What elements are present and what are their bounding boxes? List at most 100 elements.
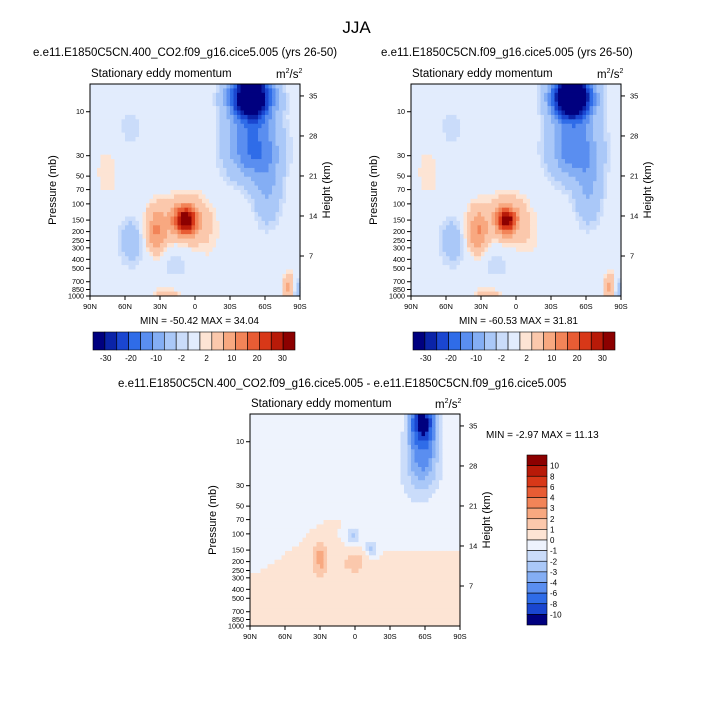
heatmap-cell: [188, 234, 193, 240]
heatmap-cell: [219, 137, 224, 143]
heatmap-cell: [275, 172, 280, 178]
heatmap-cell: [505, 123, 510, 129]
heatmap-cell: [554, 163, 559, 169]
heatmap-cell: [596, 203, 601, 209]
heatmap-cell: [265, 106, 270, 112]
heatmap-cell: [428, 225, 433, 231]
heatmap-cell: [481, 194, 486, 200]
heatmap-cell: [177, 273, 182, 279]
heatmap-cell: [132, 101, 137, 107]
heatmap-cell: [418, 229, 423, 235]
heatmap-cell: [488, 88, 493, 94]
heatmap-cell: [474, 198, 479, 204]
heatmap-cell: [449, 84, 454, 90]
heatmap-cell: [610, 216, 615, 222]
heatmap-cell: [216, 287, 221, 293]
heatmap-cell: [586, 181, 591, 187]
heatmap-cell: [233, 150, 238, 156]
heatmap-cell: [247, 88, 252, 94]
heatmap-cell: [470, 88, 475, 94]
heatmap-cell: [258, 176, 263, 182]
heatmap-cell: [600, 176, 605, 182]
heatmap-cell: [428, 84, 433, 90]
heatmap-cell: [209, 176, 214, 182]
heatmap-cell: [607, 97, 612, 103]
heatmap-cell: [282, 216, 287, 222]
heatmap-cell: [149, 229, 154, 235]
heatmap-cell: [561, 114, 566, 120]
heatmap-cell: [209, 229, 214, 235]
heatmap-cell: [411, 172, 416, 178]
heatmap-cell: [125, 159, 130, 165]
heatmap-cell: [575, 97, 580, 103]
heatmap-cell: [593, 150, 598, 156]
heatmap-cell: [100, 207, 105, 213]
heatmap-cell: [289, 225, 294, 231]
heatmap-cell: [212, 154, 217, 160]
heatmap-cell: [442, 220, 447, 226]
heatmap-cell: [198, 154, 203, 160]
heatmap-cell: [289, 88, 294, 94]
heatmap-cell: [247, 154, 252, 160]
heatmap-cell: [237, 194, 242, 200]
heatmap-cell: [425, 172, 430, 178]
heatmap-cell: [128, 190, 133, 196]
heatmap-cell: [258, 260, 263, 266]
heatmap-cell: [593, 137, 598, 143]
heatmap-cell: [421, 154, 426, 160]
heatmap-cell: [425, 216, 430, 222]
heatmap-cell: [251, 145, 256, 151]
panel-1-title: e.e11.E1850C5CN.400_CO2.f09_g16.cice5.00…: [33, 47, 338, 59]
heatmap-cell: [286, 185, 291, 191]
heatmap-cell: [139, 260, 144, 266]
heatmap-cell: [449, 216, 454, 222]
heatmap-cell: [254, 194, 259, 200]
heatmap-cell: [191, 247, 196, 253]
heatmap-cell: [544, 181, 549, 187]
heatmap-cell: [149, 145, 154, 151]
heatmap-cell: [293, 150, 298, 156]
heatmap-cell: [572, 106, 577, 112]
heatmap-cell: [614, 114, 619, 120]
heatmap-cell: [589, 185, 594, 191]
heatmap-cell: [446, 145, 451, 151]
heatmap-cell: [418, 114, 423, 120]
heatmap-cell: [177, 198, 182, 204]
heatmap-cell: [484, 123, 489, 129]
heatmap-cell: [188, 207, 193, 213]
heatmap-cell: [547, 84, 552, 90]
heatmap-cell: [289, 247, 294, 253]
heatmap-cell: [530, 92, 535, 98]
heatmap-cell: [533, 128, 538, 134]
heatmap-cell: [268, 101, 273, 107]
heatmap-cell: [265, 114, 270, 120]
heatmap-cell: [223, 88, 228, 94]
heatmap-cell: [289, 172, 294, 178]
heatmap-cell: [107, 106, 112, 112]
heatmap-cell: [509, 119, 514, 125]
heatmap-cell: [209, 114, 214, 120]
heatmap-cell: [453, 159, 458, 165]
heatmap-cell: [463, 225, 468, 231]
heatmap-cell: [219, 287, 224, 293]
heatmap-cell: [205, 163, 210, 169]
heatmap-cell: [107, 273, 112, 279]
heatmap-cell: [421, 84, 426, 90]
heatmap-cell: [237, 203, 242, 209]
heatmap-cell: [223, 198, 228, 204]
heatmap-cell: [188, 229, 193, 235]
heatmap-cell: [118, 150, 123, 156]
heatmap-cell: [449, 110, 454, 116]
heatmap-cell: [170, 154, 175, 160]
heatmap-cell: [575, 198, 580, 204]
heatmap-cell: [498, 216, 503, 222]
heatmap-cell: [191, 84, 196, 90]
heatmap-cell: [209, 97, 214, 103]
heatmap-cell: [477, 145, 482, 151]
heatmap-cell: [572, 114, 577, 120]
heatmap-cell: [142, 203, 147, 209]
heatmap-cell: [505, 225, 510, 231]
heatmap-cell: [202, 132, 207, 138]
heatmap-cell: [268, 88, 273, 94]
heatmap-cell: [512, 141, 517, 147]
